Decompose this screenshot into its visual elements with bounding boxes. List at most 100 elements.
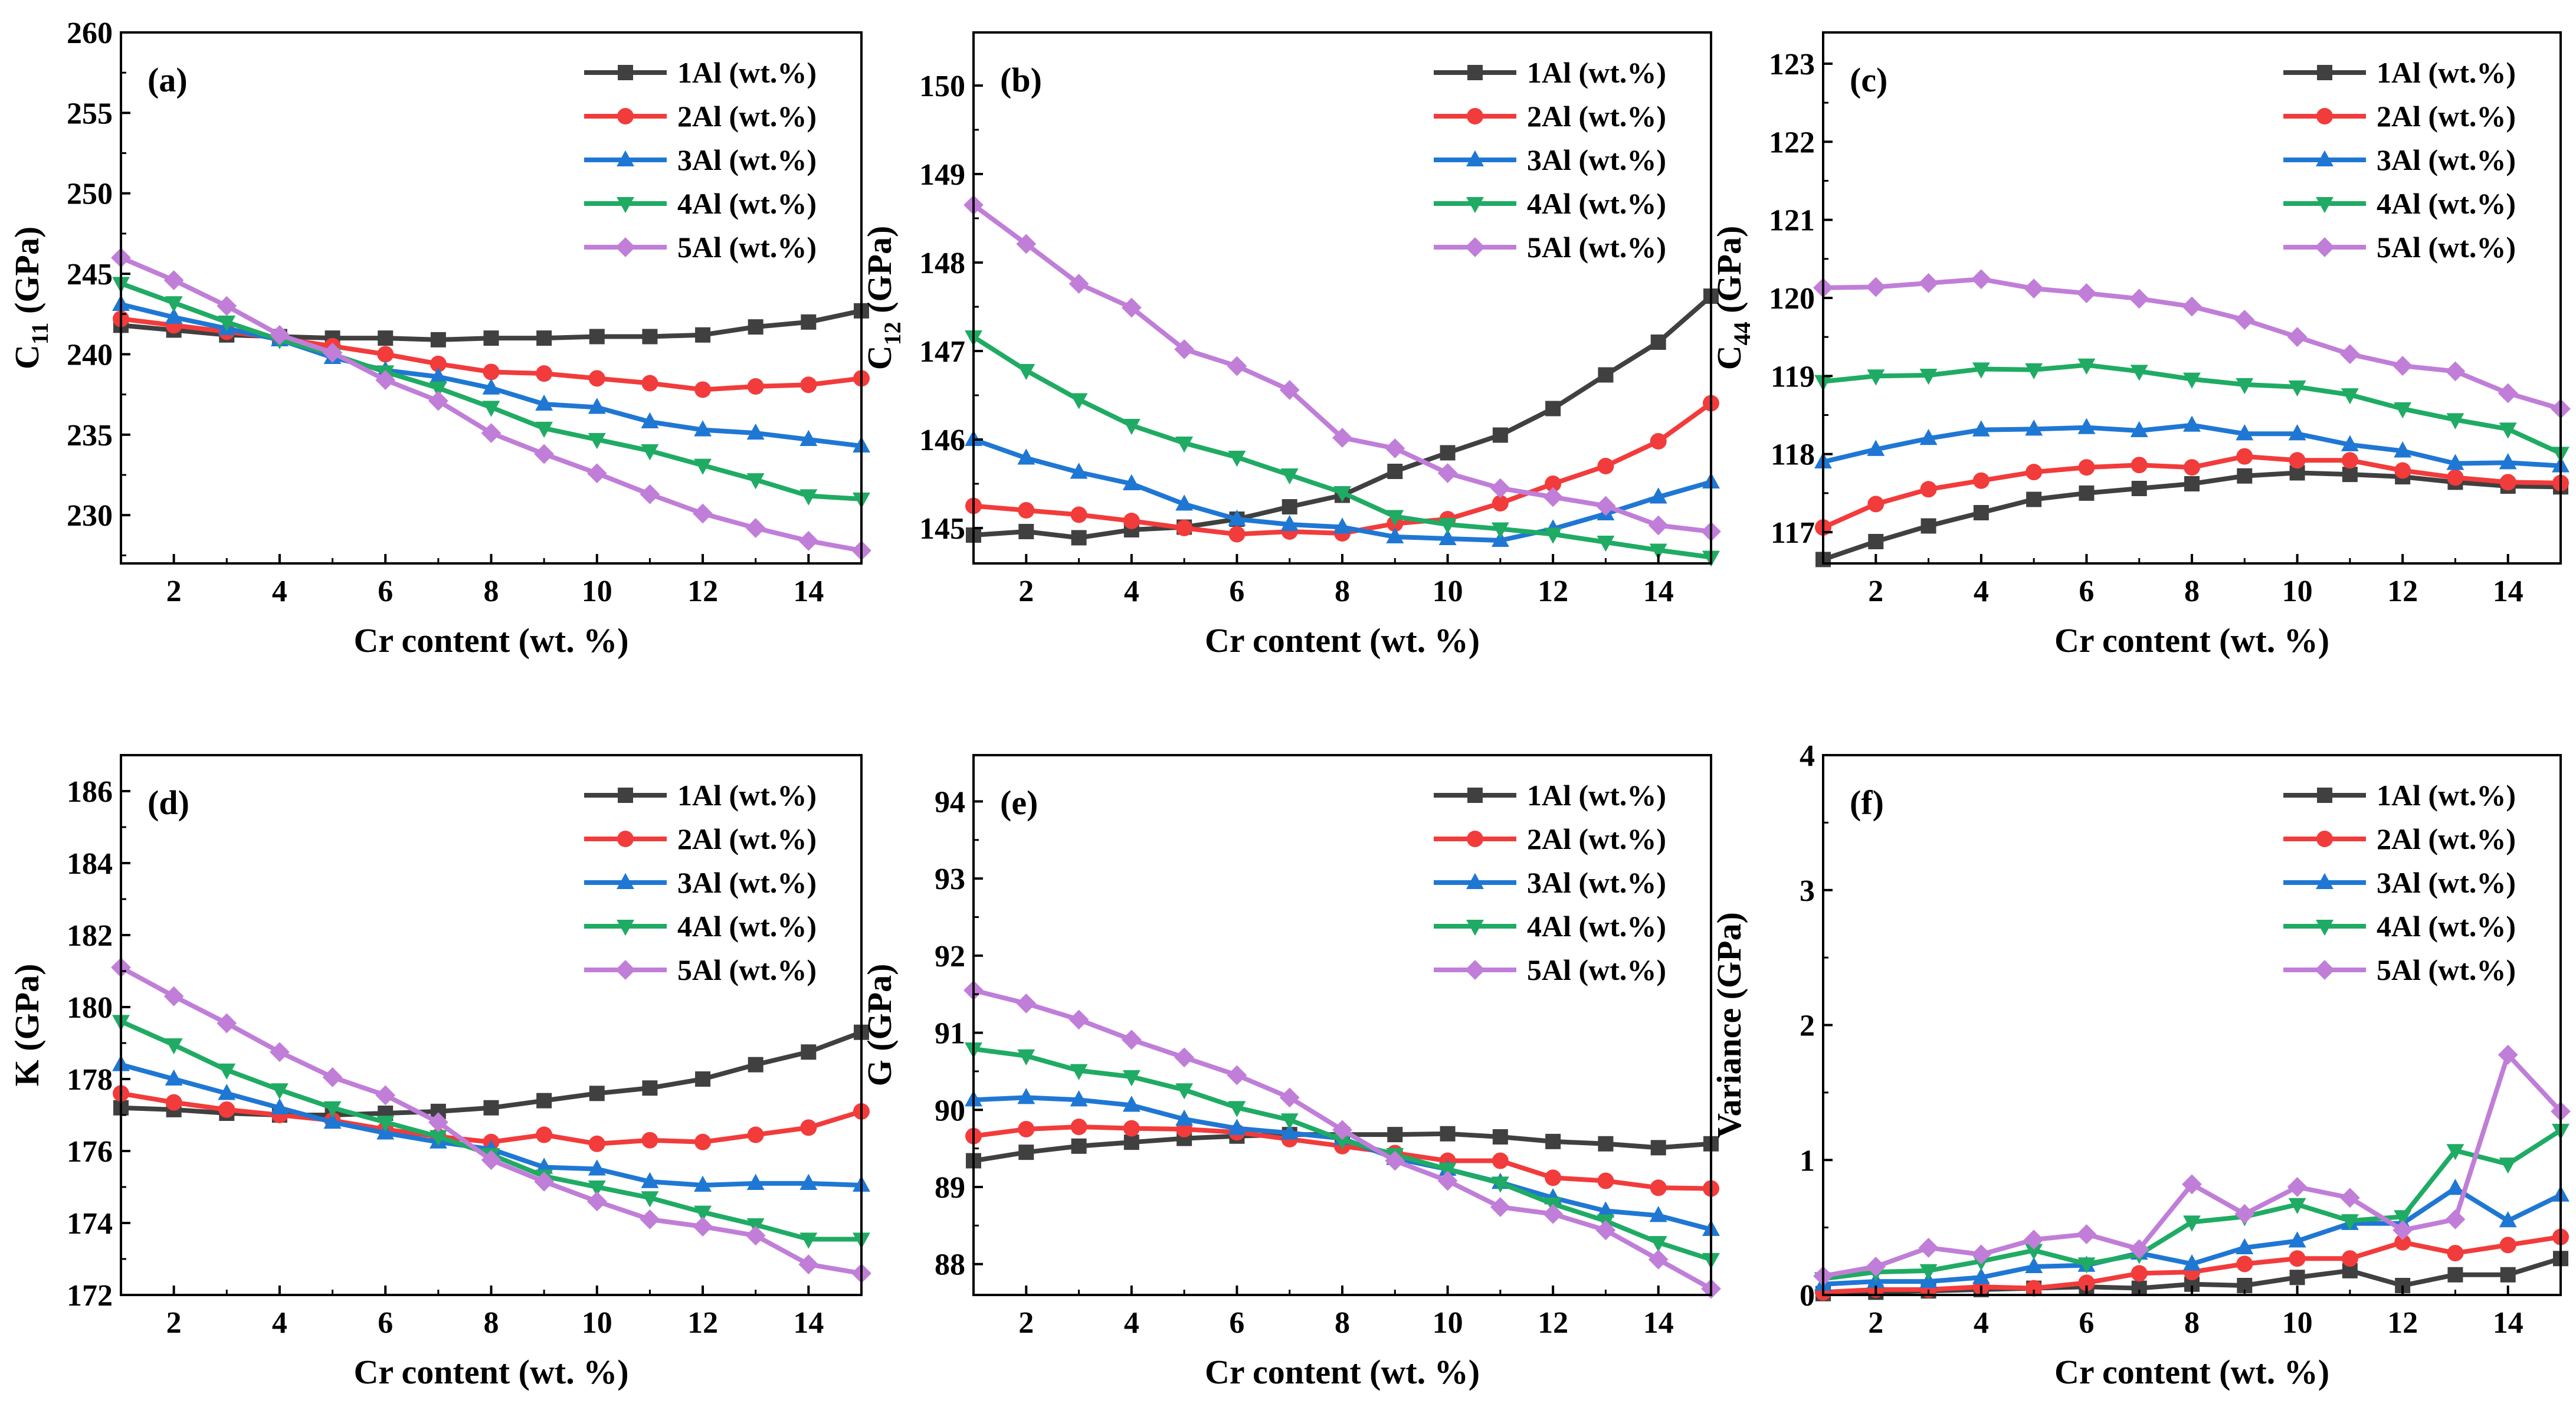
data-point xyxy=(1920,481,1937,498)
data-point xyxy=(1440,445,1456,461)
data-point xyxy=(2446,1179,2464,1195)
y-tick-label: 149 xyxy=(919,158,965,192)
data-point xyxy=(588,398,606,414)
legend-label: 2Al (wt.%) xyxy=(2377,100,2516,133)
x-tick-label: 10 xyxy=(582,575,612,608)
legend-label: 1Al (wt.%) xyxy=(1527,779,1666,812)
x-tick-label: 8 xyxy=(1335,575,1350,608)
data-point xyxy=(1492,1152,1509,1169)
data-point xyxy=(800,1119,817,1136)
legend-label: 1Al (wt.%) xyxy=(677,56,817,89)
data-point xyxy=(2025,1244,2043,1260)
data-point xyxy=(694,420,712,437)
legend-label: 1Al (wt.%) xyxy=(2377,56,2516,89)
data-point xyxy=(586,1191,607,1212)
data-point xyxy=(1228,450,1246,467)
data-point xyxy=(2339,344,2360,365)
data-point xyxy=(1175,494,1194,511)
y-axis-title-main: K (GPa) xyxy=(8,964,46,1087)
data-point xyxy=(2288,424,2306,441)
y-tick-label: 245 xyxy=(67,258,113,291)
y-axis-title-unit: (GPa) xyxy=(1710,226,1748,322)
data-point xyxy=(429,367,447,383)
data-point xyxy=(745,1225,766,1246)
data-point xyxy=(798,1254,819,1275)
data-point xyxy=(1598,367,1614,383)
data-point xyxy=(1597,535,1615,552)
data-point xyxy=(2341,1214,2359,1231)
y-axis-title: C11 (GPa) xyxy=(8,227,53,369)
data-point xyxy=(2341,452,2358,469)
data-point xyxy=(1333,517,1351,534)
legend-marker xyxy=(1466,873,1484,890)
data-point xyxy=(2498,383,2518,404)
data-point xyxy=(1174,339,1195,359)
legend-label: 4Al (wt.%) xyxy=(1527,910,1666,943)
data-point xyxy=(2341,1250,2358,1267)
data-point xyxy=(218,315,236,332)
data-point xyxy=(1972,472,1990,489)
legend-label: 3Al (wt.%) xyxy=(2377,866,2516,899)
data-point xyxy=(2447,1245,2464,1262)
data-point xyxy=(745,518,766,538)
x-tick-label: 4 xyxy=(272,1306,287,1340)
data-point xyxy=(2499,422,2517,439)
legend-label: 4Al (wt.%) xyxy=(2377,187,2516,220)
data-point xyxy=(1649,1236,1667,1252)
data-point xyxy=(1071,530,1087,546)
data-point xyxy=(2183,415,2201,432)
series-5al xyxy=(1813,269,2571,419)
x-tick-label: 8 xyxy=(484,1306,499,1340)
data-point xyxy=(1649,1206,1667,1222)
data-point xyxy=(2076,283,2097,303)
legend-marker xyxy=(2316,150,2334,167)
data-point xyxy=(322,1067,343,1087)
data-point xyxy=(1017,448,1035,465)
data-point xyxy=(1016,234,1037,254)
y-axis-title: Variance (GPa) xyxy=(1710,912,1748,1138)
data-point xyxy=(2237,468,2253,484)
legend-marker xyxy=(1467,831,1483,847)
legend-marker xyxy=(1465,237,1485,257)
data-point xyxy=(1545,401,1561,417)
data-point xyxy=(1545,476,1562,492)
y-tick-label: 88 xyxy=(935,1248,965,1282)
series-5al xyxy=(963,980,1721,1299)
data-point xyxy=(1332,1120,1352,1140)
data-point xyxy=(2184,1276,2200,1292)
data-point xyxy=(534,444,555,464)
y-axis-title-main: Variance (GPa) xyxy=(1710,912,1748,1138)
data-point xyxy=(1438,529,1457,546)
data-point xyxy=(589,1086,605,1101)
x-tick-label: 2 xyxy=(1868,1306,1883,1340)
legend-marker xyxy=(618,788,633,803)
y-tick-label: 121 xyxy=(1769,204,1815,238)
data-point xyxy=(2393,356,2413,376)
legend-marker xyxy=(1466,196,1484,214)
chart-panel-b: 2 4 6 8 10 12 14 145 146 147 148 149 150 Cr content (… xyxy=(860,31,1721,660)
x-tick-label: 14 xyxy=(1643,575,1674,608)
x-tick-label: 4 xyxy=(1974,575,1989,608)
data-point xyxy=(1121,1029,1142,1050)
panel-label: (c) xyxy=(1850,61,1887,99)
chart-panel-c: 2 4 6 8 10 12 14 117 118 119 120 121 122 123 Cr conten… xyxy=(1710,31,2571,660)
data-point xyxy=(588,370,605,387)
data-point xyxy=(693,503,713,524)
data-point xyxy=(1597,458,1614,474)
data-point xyxy=(1919,428,1938,445)
panel-label: (e) xyxy=(1000,783,1038,822)
x-tick-label: 12 xyxy=(687,575,718,608)
data-point xyxy=(588,1180,606,1197)
legend-label: 2Al (wt.%) xyxy=(1527,822,1666,855)
data-point xyxy=(693,1216,713,1237)
data-point xyxy=(1492,495,1509,511)
data-point xyxy=(2498,1044,2518,1065)
data-point xyxy=(430,332,446,347)
legend-marker xyxy=(2316,831,2333,847)
legend-marker xyxy=(615,237,635,257)
data-point xyxy=(323,1112,342,1129)
legend-marker xyxy=(2316,108,2333,124)
data-point xyxy=(1018,524,1034,539)
data-point xyxy=(1595,496,1616,516)
y-axis-title-main: G (GPa) xyxy=(860,964,899,1087)
